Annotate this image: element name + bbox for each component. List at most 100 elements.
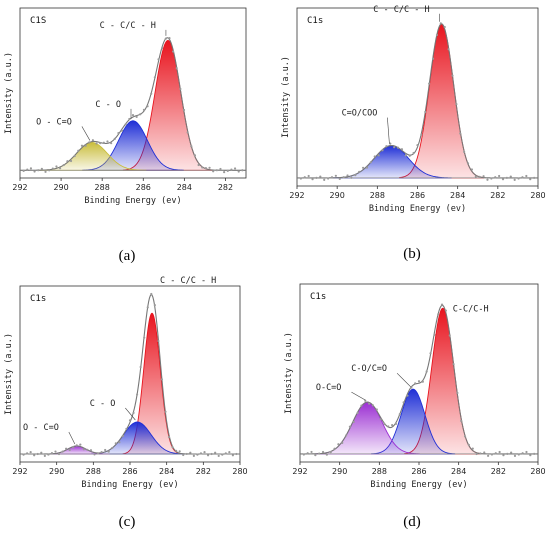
data-point [396,146,400,149]
data-point [164,410,167,413]
data-point [466,162,470,165]
data-point [325,453,328,456]
data-point [131,114,135,117]
data-point [360,404,363,407]
data-point [89,449,93,452]
data-point [178,450,181,453]
annotation-leader [351,391,366,401]
data-point [431,57,435,60]
data-point [402,401,405,404]
data-point [509,175,512,178]
data-point [375,408,378,411]
data-point [196,453,199,456]
data-point [482,175,485,178]
x-tick-label: 290 [332,467,347,476]
data-point [22,453,25,456]
data-point [444,309,447,312]
x-axis-label: Binding Energy (ev) [81,480,178,490]
data-point [206,454,210,457]
data-point [505,176,508,180]
data-point [478,175,481,178]
data-point [398,413,401,416]
chart-panel-b: 292 290 288 286 284 282 280 Binding Energy (ev)… [281,5,546,214]
data-point [463,150,466,153]
data-point [303,176,306,179]
data-point [354,173,357,177]
data-point [318,452,321,455]
data-point [456,391,459,395]
peak-label: C - C/C - H [100,21,156,31]
data-point [185,452,188,456]
y-axis-label: Intensity (a.u.) [284,332,294,414]
peak-label: C=O/COO [342,109,378,119]
annotation-leader [125,407,136,421]
peak-label: O - C=O [36,117,72,127]
data-point [525,174,528,178]
data-point [437,313,440,316]
x-tick-label: 288 [372,467,387,476]
data-point [429,352,432,355]
data-point [241,169,244,172]
data-point [323,178,326,181]
data-point [160,378,164,381]
data-point [40,451,43,454]
data-point [84,144,87,147]
data-point [95,142,98,145]
data-point [334,174,337,177]
data-point [529,178,532,181]
data-point [307,174,310,178]
data-point [201,166,204,169]
data-point [135,115,138,118]
data-point [346,174,349,177]
data-point [175,449,178,452]
data-point [443,25,446,29]
data-point [161,46,164,50]
data-point [463,435,467,438]
data-point [483,451,486,454]
chart-panel-a: 292 290 288 286 284 282 Binding Energy (ev) Int… [4,7,247,206]
data-point [192,454,195,458]
data-point [435,33,439,37]
panel-caption: (d) [403,514,421,530]
data-point [494,452,497,455]
data-point [86,448,89,451]
data-point [210,452,213,456]
data-point [197,163,200,167]
data-point [391,424,394,427]
data-point [412,151,415,155]
data-point [36,452,39,456]
data-point [494,176,497,179]
data-point [439,22,442,25]
panel-caption: (b) [403,246,421,262]
data-point [153,76,156,79]
data-point [455,102,458,106]
data-point [344,434,348,437]
data-point [182,453,185,457]
data-point [82,448,85,451]
data-point [221,453,224,456]
data-point [525,450,528,454]
data-point [350,176,353,179]
data-point [54,450,57,453]
fit-envelope [297,23,538,179]
data-point [433,333,436,336]
data-point [306,452,309,455]
data-point [358,170,361,173]
chart-title: C1s [310,292,326,302]
peak-label: O - C=O [23,423,59,433]
data-point [203,450,206,454]
data-point [72,446,75,449]
data-point [467,443,470,447]
data-point [179,87,182,91]
data-point [146,105,149,108]
data-point [189,451,192,454]
data-point [186,131,189,134]
data-point [330,176,334,179]
data-point [364,399,367,402]
data-point [342,176,345,179]
x-tick-label: 282 [218,183,233,192]
data-point [501,178,505,181]
data-point [223,171,226,174]
chart-title: C1S [30,16,46,26]
